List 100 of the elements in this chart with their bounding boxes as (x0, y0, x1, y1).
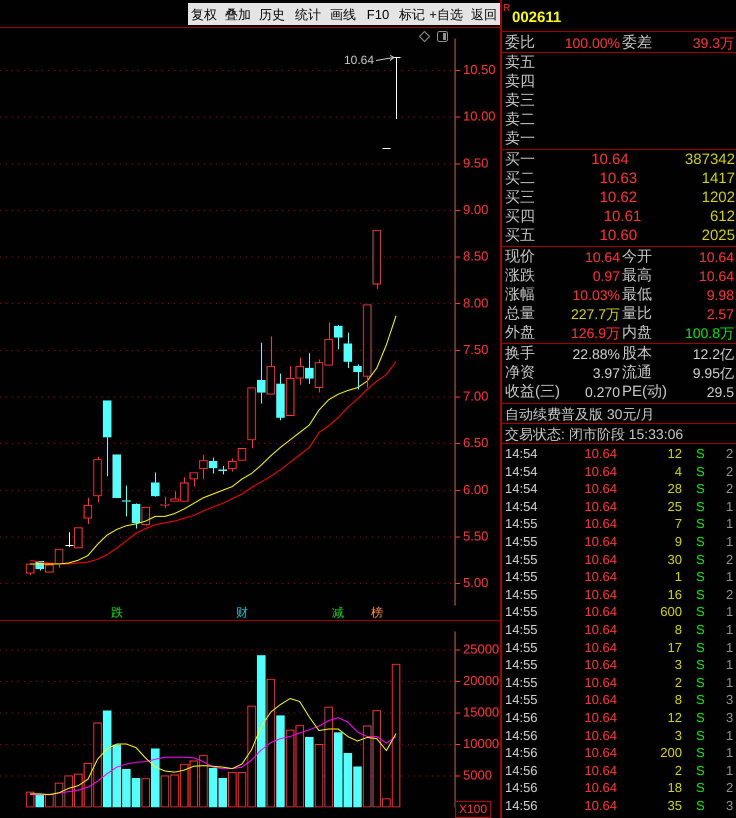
text: 1 (726, 640, 734, 656)
y-tick-label: 10.00 (463, 108, 496, 124)
text: 总量 (505, 305, 535, 322)
text: 0.270 (584, 384, 620, 400)
text: 100.8万 (684, 325, 734, 341)
text: S (696, 604, 705, 620)
text: 10.64 (584, 569, 617, 586)
text: 卖一 (505, 130, 535, 147)
text: 14:56 (505, 798, 538, 814)
text: 100.00% (564, 35, 620, 51)
text: 39.3万 (692, 35, 734, 51)
annotation: 10.64 (344, 52, 374, 67)
y-tick-label: 5.50 (463, 528, 488, 544)
text: 14:54 (505, 446, 538, 462)
text: S (696, 640, 705, 656)
text: 2 (726, 586, 734, 603)
text: 1 (726, 674, 734, 691)
text: 14:55 (505, 516, 538, 532)
text: 1 (726, 516, 734, 532)
text: 18 (668, 780, 682, 796)
text: 10.64 (584, 745, 617, 762)
text: +自选 (429, 7, 463, 22)
text: 委比 (505, 34, 535, 51)
text: 12 (668, 710, 682, 726)
text: 1 (674, 569, 682, 586)
text: 9.95亿 (692, 365, 734, 381)
text: 2 (726, 552, 734, 568)
text: 12 (668, 446, 682, 462)
text: S (696, 798, 705, 814)
text: 14:55 (505, 604, 538, 620)
text: 3 (674, 657, 682, 674)
text: 净资 (505, 364, 535, 381)
text: S (696, 622, 705, 638)
y-tick-label: 20000 (463, 673, 500, 688)
text: 涨幅 (505, 286, 535, 303)
text: 股本 (622, 345, 652, 362)
text: 买一 10.64 387342 (505, 151, 735, 168)
text: 16 (668, 586, 682, 603)
text: 历史 (259, 7, 285, 22)
text: 1 (726, 745, 734, 762)
text: 2 (726, 481, 734, 498)
text: 卖五 (505, 54, 535, 71)
text: 29.5 (706, 384, 734, 400)
text: S (696, 657, 705, 674)
text: 1 (726, 604, 734, 620)
text: 14:56 (505, 780, 538, 796)
text: 叠加 (225, 7, 251, 22)
y-tick-label: 9.50 (463, 155, 488, 170)
text: R (503, 2, 510, 16)
text: S (696, 498, 705, 515)
y-tick-label: 5000 (463, 767, 492, 782)
text: 14:56 (505, 745, 538, 762)
y-tick-label: 9.00 (463, 202, 488, 218)
text: 1 (726, 728, 734, 744)
text: 30 (668, 552, 682, 568)
text: 9.98 (706, 287, 734, 303)
text: 画线 (330, 7, 356, 22)
text: 10.64 (584, 481, 617, 498)
y-tick-label: 15000 (463, 704, 500, 720)
text: 2 (674, 674, 682, 691)
text: 复权 (191, 7, 217, 22)
y-tick-label: 6.50 (463, 435, 488, 450)
text: 买三 10.62 1202 (505, 189, 735, 206)
text: 8 (674, 692, 682, 708)
text: 10.64 (584, 249, 620, 265)
text: 内盘 (622, 324, 652, 341)
text: S (696, 780, 705, 796)
text: 2 (726, 446, 734, 462)
text: 17 (668, 640, 682, 656)
text: 14:54 (505, 498, 538, 515)
text: 126.9万 (570, 325, 620, 341)
text: 10.64 (584, 798, 617, 814)
text: 3.97 (592, 365, 620, 381)
text: 10.64 (584, 780, 617, 796)
text: 35 (668, 798, 682, 814)
text: 3 (726, 798, 734, 814)
text: 返回 (471, 7, 497, 22)
text: 买五 10.60 2025 (505, 227, 735, 244)
text: 10.64 (584, 516, 617, 532)
text: S (696, 710, 705, 726)
text: 跌 (110, 605, 123, 620)
text: 14:55 (505, 552, 538, 568)
text: 1 (726, 534, 734, 550)
text: S (696, 534, 705, 550)
text: 交易状态: 闭市阶段 15:33:06 (505, 426, 684, 442)
text: 10.64 (584, 692, 617, 708)
text: 减 (332, 605, 344, 620)
text: 0.97 (592, 268, 620, 284)
text: S (696, 745, 705, 762)
text: S (696, 692, 705, 708)
text: S (696, 464, 705, 480)
text: 自动续费普及版 30元/月 (505, 406, 654, 422)
text: 1 (726, 622, 734, 638)
text: 002611 (512, 9, 562, 26)
text: 14:55 (505, 692, 538, 708)
text: 14:55 (505, 657, 538, 674)
text: 10.64 (584, 657, 617, 674)
y-tick-label: 10.50 (463, 62, 496, 78)
text: 22.88% (572, 346, 620, 362)
text: 2.57 (706, 306, 734, 322)
